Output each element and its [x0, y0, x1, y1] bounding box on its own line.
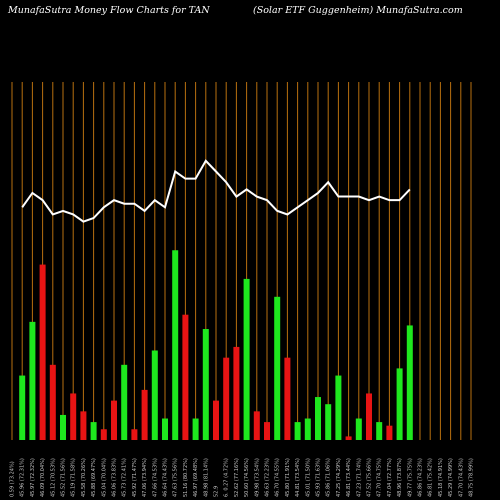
x-tick-label: 46.09 (70.04%) — [40, 458, 46, 497]
bar-mark — [100, 429, 107, 440]
bar-mark — [366, 393, 372, 440]
x-tick-label: 46.63 (72.23%) — [265, 458, 271, 497]
x-tick-label: 46.97 (69.48%) — [193, 458, 199, 497]
x-tick-label: 47.06 (73.94%) — [142, 458, 148, 497]
bar-mark — [233, 346, 240, 440]
x-tick-label: 45.97 (72.32%) — [30, 458, 36, 497]
x-tick-label: 46.86 (74.23%) — [418, 458, 424, 497]
x-tick-label: 45.96 (72.31%) — [20, 458, 26, 497]
bar-mark — [386, 425, 393, 440]
bar-mark — [172, 250, 179, 440]
x-tick-label: 45.80 (71.91%) — [285, 458, 291, 497]
x-tick-label: 47.25 (74.29%) — [336, 458, 342, 497]
x-tick-label: 50.60 (74.56%) — [244, 458, 250, 497]
bar-mark — [141, 389, 148, 440]
bar-mark — [335, 375, 342, 440]
bar-mark — [253, 411, 260, 440]
bar-mark — [243, 278, 250, 440]
bar-mark — [325, 404, 332, 440]
bar-mark — [315, 397, 321, 440]
bar-mark — [396, 368, 403, 440]
bar-mark — [111, 400, 117, 440]
bar-mark — [80, 411, 87, 440]
chart-title: MunafaSutra Money Flow Charts for TAN — [8, 5, 210, 16]
x-tick-label: 48.96 (73.87%) — [397, 458, 403, 497]
x-tick-label: 45.73 (72.41%) — [122, 458, 128, 497]
x-tick-label: 48.98 (81.14%) — [203, 458, 209, 497]
x-tick-label: 47.70 (74.43%) — [458, 458, 464, 497]
x-tick-label: 0.59 (73.24%) — [10, 461, 16, 497]
x-tick-label: 45.19 (71.58%) — [71, 458, 77, 497]
bar-mark — [304, 418, 311, 440]
bar-mark — [202, 329, 209, 440]
x-tick-label: 48.75 (78.99%) — [469, 458, 475, 497]
bar-mark — [151, 350, 158, 440]
x-tick-label: 45.01 (71.50%) — [305, 458, 311, 497]
bar-mark — [284, 357, 291, 440]
bar-mark — [60, 414, 66, 440]
x-tick-label: 47.66 (74.53%) — [152, 458, 158, 497]
x-tick-label: 51.16 (80.72%) — [183, 458, 189, 497]
x-tick-label: 45.18 (74.91%) — [438, 458, 444, 497]
x-tick-label: 45.92 (71.47%) — [132, 458, 138, 497]
x-tick-label: 45.88 (69.47%) — [91, 458, 97, 497]
x-tick-label: 45.04 (70.04%) — [101, 458, 107, 497]
x-tick-label: 46.81 (75.42%) — [428, 458, 434, 497]
x-tick-label: 47.04 (72.77%) — [387, 458, 393, 497]
bar-mark — [223, 357, 230, 440]
x-tick-label: 47.63 (75.56%) — [173, 458, 179, 497]
x-tick-label: 46.70 (74.55%) — [275, 458, 281, 497]
bar-mark — [131, 429, 138, 440]
x-tick-label: 45.86 (71.06%) — [326, 458, 332, 497]
x-tick-label: 52.9 — [214, 486, 220, 497]
x-tick-label: 46.81 (73.44%) — [346, 458, 352, 497]
money-flow-line — [21, 159, 411, 223]
bar-mark — [274, 296, 281, 440]
x-tick-label: 46.64 (74.43%) — [163, 458, 169, 497]
bar-mark — [162, 418, 168, 440]
bar-mark — [39, 264, 46, 440]
bar-mark — [406, 325, 413, 440]
x-tick-label: 45.58 (70.26%) — [81, 458, 87, 497]
bar-mark — [264, 422, 270, 440]
bar-mark — [70, 393, 77, 440]
bar-mark — [345, 436, 352, 440]
x-tick-label: 46.06 (73.83%) — [112, 458, 118, 497]
x-tick-label: 49.98 (73.54%) — [254, 458, 260, 497]
bar-mark — [49, 364, 56, 440]
bar-mark — [19, 375, 26, 440]
bar-mark — [192, 418, 199, 440]
bar-mark — [355, 418, 362, 440]
bar-mark — [213, 400, 219, 440]
x-tick-label: 47.52 (75.66%) — [367, 458, 373, 497]
x-tick-label: 47.23 (71.74%) — [356, 458, 362, 497]
x-tick-label: 47.70 (74.75%) — [377, 458, 383, 497]
x-tick-label: 45.12 (70.53%) — [50, 458, 56, 497]
x-tick-label: 49.77 (75.75%) — [407, 458, 413, 497]
x-tick-label: 45.93 (71.63%) — [316, 458, 322, 497]
bar-mark — [182, 314, 189, 440]
bar-mark — [294, 422, 301, 440]
bar-mark — [121, 364, 128, 440]
bar-mark — [29, 321, 36, 440]
x-tick-label: 45.29 (74.99%) — [448, 458, 454, 497]
x-tick-label: 6. 0.27 (4.72%) — [224, 458, 230, 497]
x-tick-label: 45.52 (71.56%) — [61, 458, 67, 497]
chart-subtitle: (Solar ETF Guggenheim) MunafaSutra.com — [253, 5, 463, 16]
bar-mark — [376, 422, 383, 440]
x-tick-label: 44.81 (73.54%) — [295, 458, 301, 497]
x-tick-label: 52.62 (77.16%) — [234, 458, 240, 497]
bar-mark — [90, 422, 97, 440]
